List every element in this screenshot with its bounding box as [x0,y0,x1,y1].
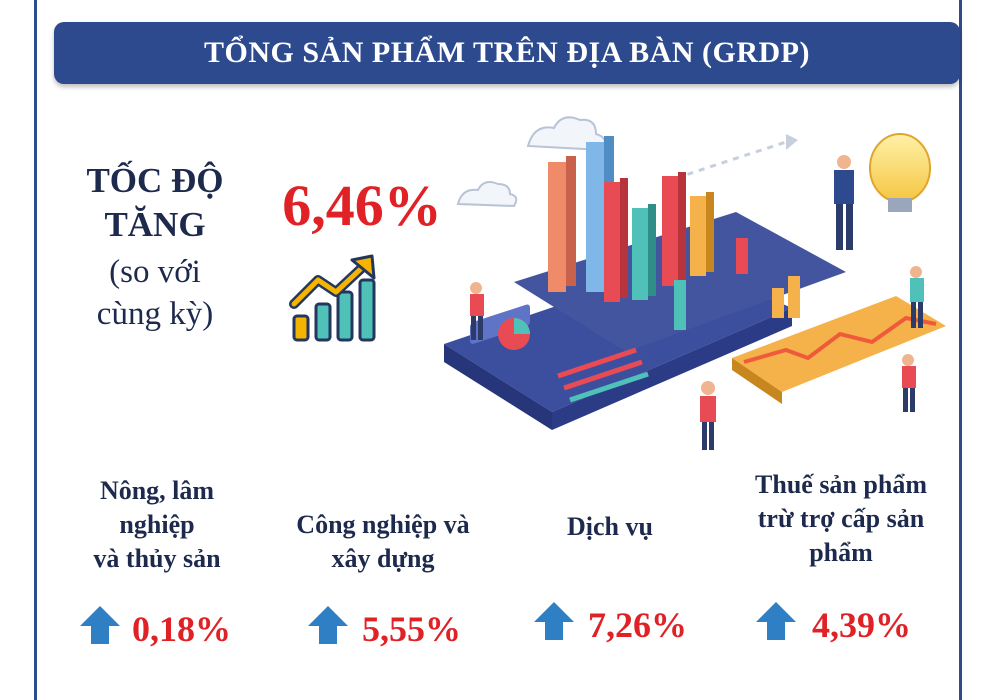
dashboard-illustration [444,116,946,450]
growth-sub-line2: cùng kỳ) [96,296,214,332]
arrow-up-icon [308,606,348,644]
sector-services-value: 7,26% [588,605,687,645]
sector-industry-label: Công nghiệp và xây dựng [296,510,470,573]
arrow-up-icon [80,606,120,644]
sector-taxes-value: 4,39% [812,605,911,645]
growth-sub-line1: (so với [109,254,201,290]
page-frame [34,0,962,700]
arrow-up-icon [534,602,574,640]
sector-agriculture-value: 0,18% [132,609,231,649]
page-title: TỔNG SẢN PHẨM TRÊN ĐỊA BÀN (GRDP) [204,36,810,69]
growth-label-line1: TỐC ĐỘ [86,161,224,200]
sector-taxes-label: Thuế sản phẩm trừ trợ cấp sản phẩm [755,470,927,567]
sector-agriculture-label: Nông, lâm nghiệp và thủy sản [93,476,221,573]
sector-industry-value: 5,55% [362,609,461,649]
sector-services-label: Dịch vụ [567,512,653,541]
arrow-up-icon [756,602,796,640]
growth-chart-icon [289,254,376,342]
growth-label-line2: TĂNG [104,205,206,244]
title-banner: TỔNG SẢN PHẨM TRÊN ĐỊA BÀN (GRDP) [54,22,960,84]
growth-value: 6,46% [282,173,442,238]
